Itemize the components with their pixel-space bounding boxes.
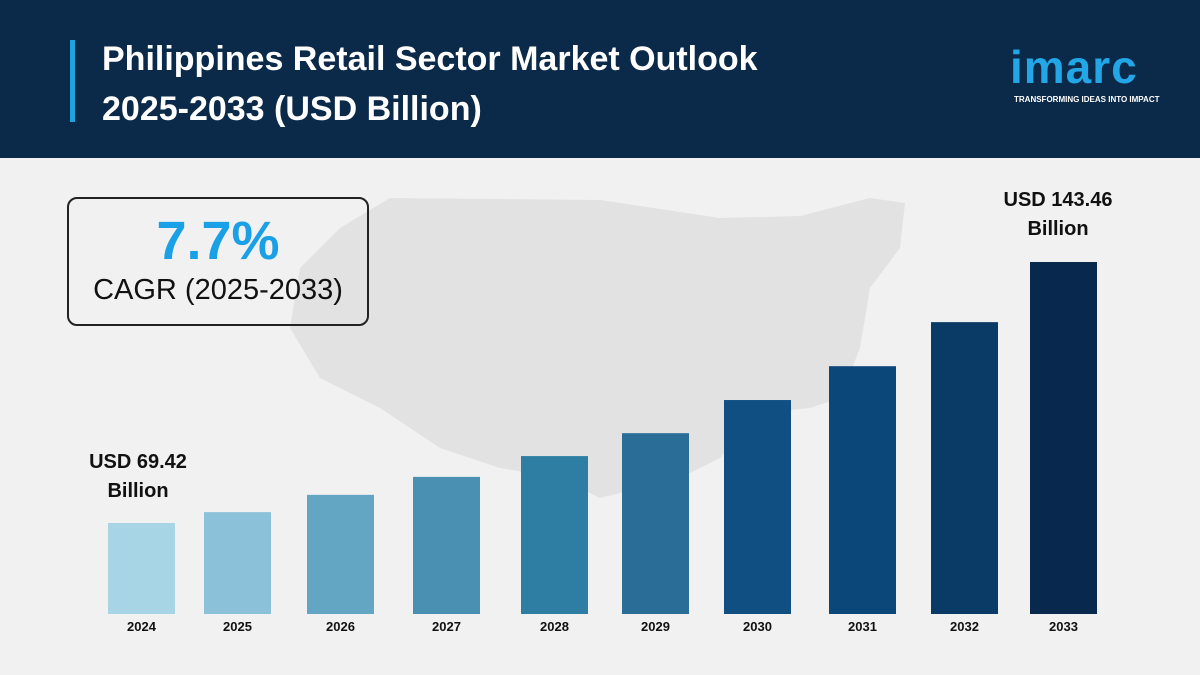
x-tick-2030: 2030 [743,619,772,634]
bar-2026 [307,494,374,614]
bar-2029 [622,433,689,614]
cagr-box: 7.7% CAGR (2025-2033) [67,197,369,326]
imarc-logo: imarc TRANSFORMING IDEAS INTO IMPACT [1010,38,1165,108]
bar-2024 [108,522,175,614]
annotation-2033-line2: Billion [1027,218,1089,240]
x-tick-2025: 2025 [223,619,252,634]
annotation-2024-line2: Billion [107,480,169,502]
bar-2032 [931,322,998,614]
bar-2025 [204,512,271,614]
x-tick-2029: 2029 [641,619,670,634]
bar-2027 [413,476,480,614]
cagr-label: CAGR (2025-2033) [93,274,343,306]
x-tick-2027: 2027 [432,619,461,634]
title-line-1: Philippines Retail Sector Market Outlook [102,40,758,78]
annotation-2024-line1: USD 69.42 [89,451,187,473]
logo-word: imarc [1010,41,1138,93]
title-line-2: 2025-2033 (USD Billion) [102,90,482,128]
x-tick-2028: 2028 [540,619,569,634]
logo-tagline: TRANSFORMING IDEAS INTO IMPACT [1014,95,1160,104]
bar-2030 [724,400,791,614]
annotation-2033-line1: USD 143.46 [1003,189,1113,211]
annotation-2033: USD 143.46 Billion [988,186,1128,244]
us-map-silhouette [290,198,905,498]
x-tick-2033: 2033 [1049,619,1078,634]
bar-2028 [521,456,588,614]
x-tick-2032: 2032 [950,619,979,634]
accent-bar [70,40,75,122]
bar-2031 [829,366,896,614]
header: Philippines Retail Sector Market Outlook… [0,0,1200,158]
page-title: Philippines Retail Sector Market Outlook… [102,34,758,134]
x-tick-2031: 2031 [848,619,877,634]
cagr-value: 7.7% [156,211,280,271]
x-tick-2026: 2026 [326,619,355,634]
x-tick-2024: 2024 [127,619,157,634]
annotation-2024: USD 69.42 Billion [70,448,206,506]
bar-2033 [1030,261,1097,614]
